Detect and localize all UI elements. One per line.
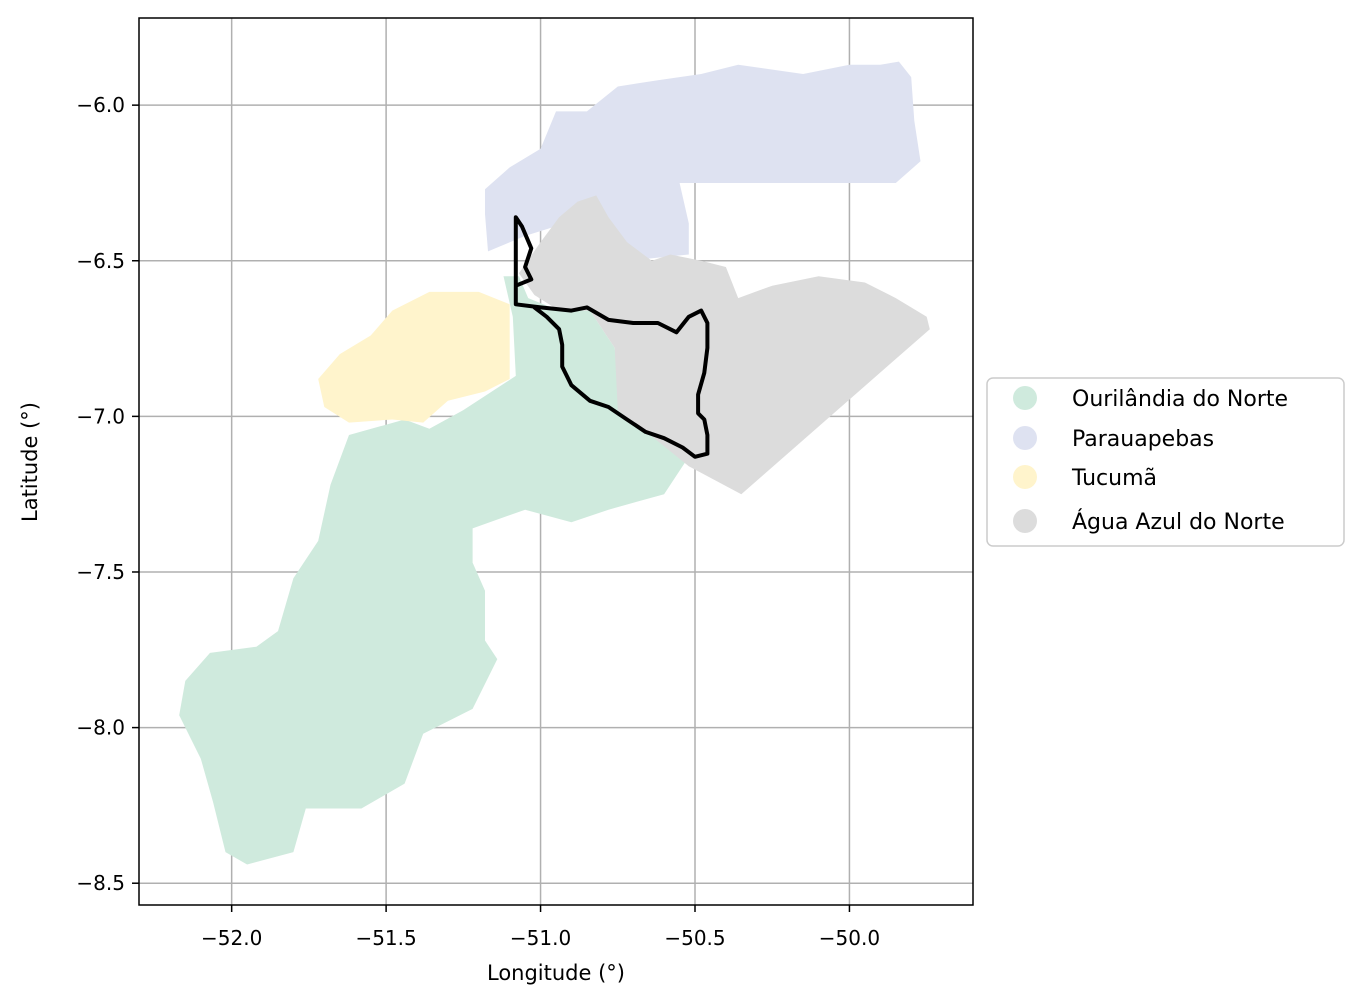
legend-label: Água Azul do Norte [1072,509,1285,535]
y-tick-label: −8.0 [76,716,125,740]
x-axis-label: Longitude (°) [487,961,625,985]
plot-area [138,17,974,906]
legend-label: Ourilândia do Norte [1072,387,1288,412]
region-tucuma [318,291,510,423]
legend-items: Ourilândia do Norte Parauapebas Tucumã Água… [1013,386,1288,535]
legend-marker [1013,426,1037,450]
legend-marker [1013,509,1037,533]
y-tick-label: −8.5 [76,871,125,895]
y-tick-label: −7.0 [76,404,125,428]
legend-label: Tucumã [1071,466,1157,491]
x-tick-label: −50.5 [664,926,725,950]
region-ourilandia-do-norte [179,276,689,865]
y-tick-label: −6.5 [76,249,125,273]
region-layer [179,61,930,865]
legend: Ourilândia do Norte Parauapebas Tucumã Água… [986,377,1345,547]
axis-ticks: −52.0 −51.5 −51.0 −50.5 −50.0 −6.0 −6.5 −7.0 −7.… [76,93,880,950]
boundary-layer [513,215,710,459]
region-agua-azul-do-norte [518,195,930,495]
y-tick-label: −7.5 [76,560,125,584]
x-tick-label: −51.0 [510,926,571,950]
legend-label: Parauapebas [1072,427,1214,452]
y-tick-label: −6.0 [76,93,125,117]
highlighted-boundary [513,215,710,459]
y-axis-label: Latitude (°) [18,402,42,522]
legend-marker [1013,465,1037,489]
x-tick-label: −51.5 [355,926,416,950]
x-tick-label: −52.0 [201,926,262,950]
x-tick-label: −50.0 [819,926,880,950]
legend-frame [986,377,1345,547]
legend-marker [1013,386,1037,410]
plot-frame [138,17,974,906]
